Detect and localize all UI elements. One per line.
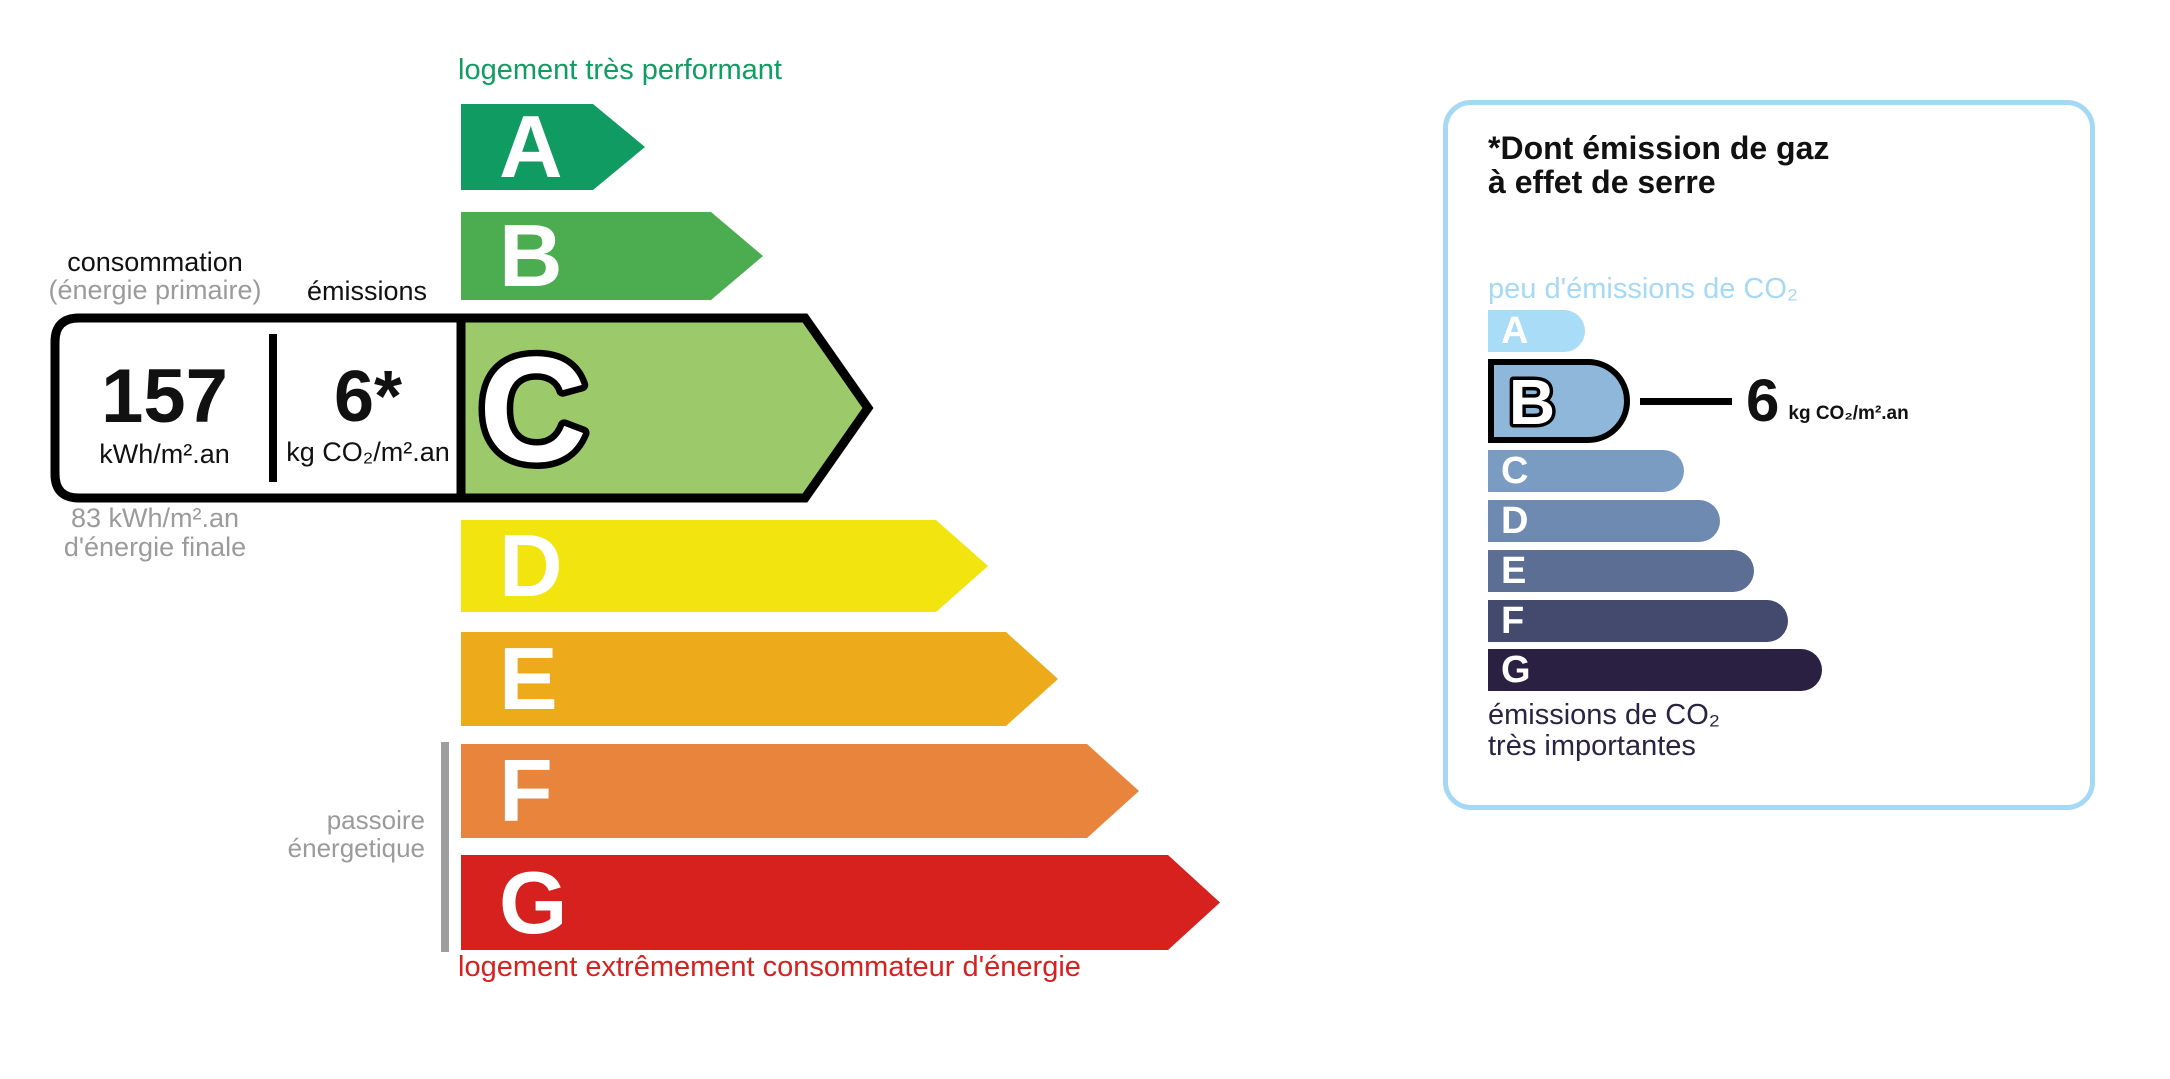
energy-class-arrow-f: F (461, 744, 1139, 838)
co2-letter-b: B (1509, 366, 1555, 437)
energy-class-letter-e: E (499, 629, 558, 728)
co2-bar-b-selected: B (1488, 359, 1630, 443)
consumption-box (50, 313, 466, 503)
energy-class-letter-f: F (499, 741, 553, 840)
consumption-header: consommation (énergie primaire) (40, 248, 270, 304)
final-energy-line2: d'énergie finale (63, 532, 247, 562)
co2-letter-d: D (1501, 500, 1529, 542)
energy-class-arrow-c (456, 313, 874, 503)
energy-sieve-line2: énergetique (287, 833, 425, 863)
co2-high-emissions-line2: très importantes (1488, 730, 1696, 762)
energy-sieve-line1: passoire (326, 805, 425, 835)
co2-bar-f: F (1488, 600, 1788, 642)
final-energy-line1: 83 kWh/m².an (70, 503, 240, 533)
energy-class-letter-d: D (499, 516, 563, 615)
co2-panel-title: *Dont émission de gaz à effet de serre (1488, 131, 1829, 199)
selected-energy-class-row: C 157 kWh/m².an 6* kg CO₂/m².an (48, 312, 876, 504)
co2-panel-title-line2: à effet de serre (1488, 164, 1716, 200)
co2-connector-line (1640, 397, 1732, 405)
co2-panel-title-line1: *Dont émission de gaz (1488, 130, 1830, 166)
co2-unit: kg CO₂/m².an (1788, 403, 1909, 424)
co2-letter-f: F (1501, 600, 1525, 642)
consumption-cell: 157 kWh/m².an (62, 318, 267, 498)
energy-class-letter-a: A (499, 97, 563, 196)
final-energy-note: 83 kWh/m².an d'énergie finale (40, 504, 270, 562)
energy-class-arrow-d: D (461, 520, 988, 612)
co2-bar-g: G (1488, 649, 1822, 691)
co2-letter-c: C (1501, 450, 1529, 492)
co2-high-emissions-line1: émissions de CO₂ (1488, 699, 1721, 731)
co2-bar-d: D (1488, 500, 1720, 542)
co2-bar-c: C (1488, 450, 1684, 492)
emissions-header: émissions (306, 276, 428, 306)
energy-class-letter-c: C (479, 325, 587, 493)
co2-bar-e: E (1488, 550, 1754, 592)
energy-class-letter-b: B (499, 206, 563, 305)
energy-sieve-bracket (441, 742, 449, 952)
co2-selected-row: B 6 kg CO₂/m².an (1488, 359, 1909, 443)
energy-class-arrow-b: B (461, 212, 763, 300)
co2-letter-e: E (1501, 550, 1527, 592)
top-performance-label: logement très performant (458, 54, 782, 86)
co2-low-emissions-label: peu d'émissions de CO₂ (1488, 273, 1799, 305)
emissions-cell: 6* kg CO₂/m².an (278, 318, 458, 498)
co2-high-emissions-label: émissions de CO₂ très importantes (1488, 700, 1720, 762)
consumption-header-line: consommation (67, 247, 243, 277)
co2-letter-g: G (1501, 649, 1531, 691)
emissions-value: 6* (333, 356, 403, 437)
co2-value: 6 (1746, 367, 1780, 434)
energy-class-arrow-g: G (461, 855, 1220, 950)
bottom-performance-label: logement extrêmement consommateur d'éner… (458, 951, 1081, 983)
energy-primary-subheader: (énergie primaire) (48, 275, 262, 305)
co2-panel: *Dont émission de gaz à effet de serre p… (1443, 100, 2095, 810)
co2-letter-a: A (1501, 310, 1529, 352)
selected-row-graphic: C (50, 313, 874, 503)
energy-class-letter-g: G (499, 852, 568, 952)
co2-bars: A B 6 kg CO₂/m².an C D E (1488, 310, 1909, 691)
consumption-value: 157 (101, 353, 228, 439)
emissions-unit: kg CO₂/m².an (286, 436, 450, 467)
energy-sieve-label: passoire énergetique (220, 806, 425, 862)
energy-class-arrow-e: E (461, 632, 1058, 726)
energy-class-arrow-a: A (461, 104, 645, 190)
co2-bar-a: A (1488, 310, 1585, 352)
consumption-unit: kWh/m².an (99, 438, 230, 469)
co2-selected-letter-graphic: B (1505, 365, 1558, 437)
